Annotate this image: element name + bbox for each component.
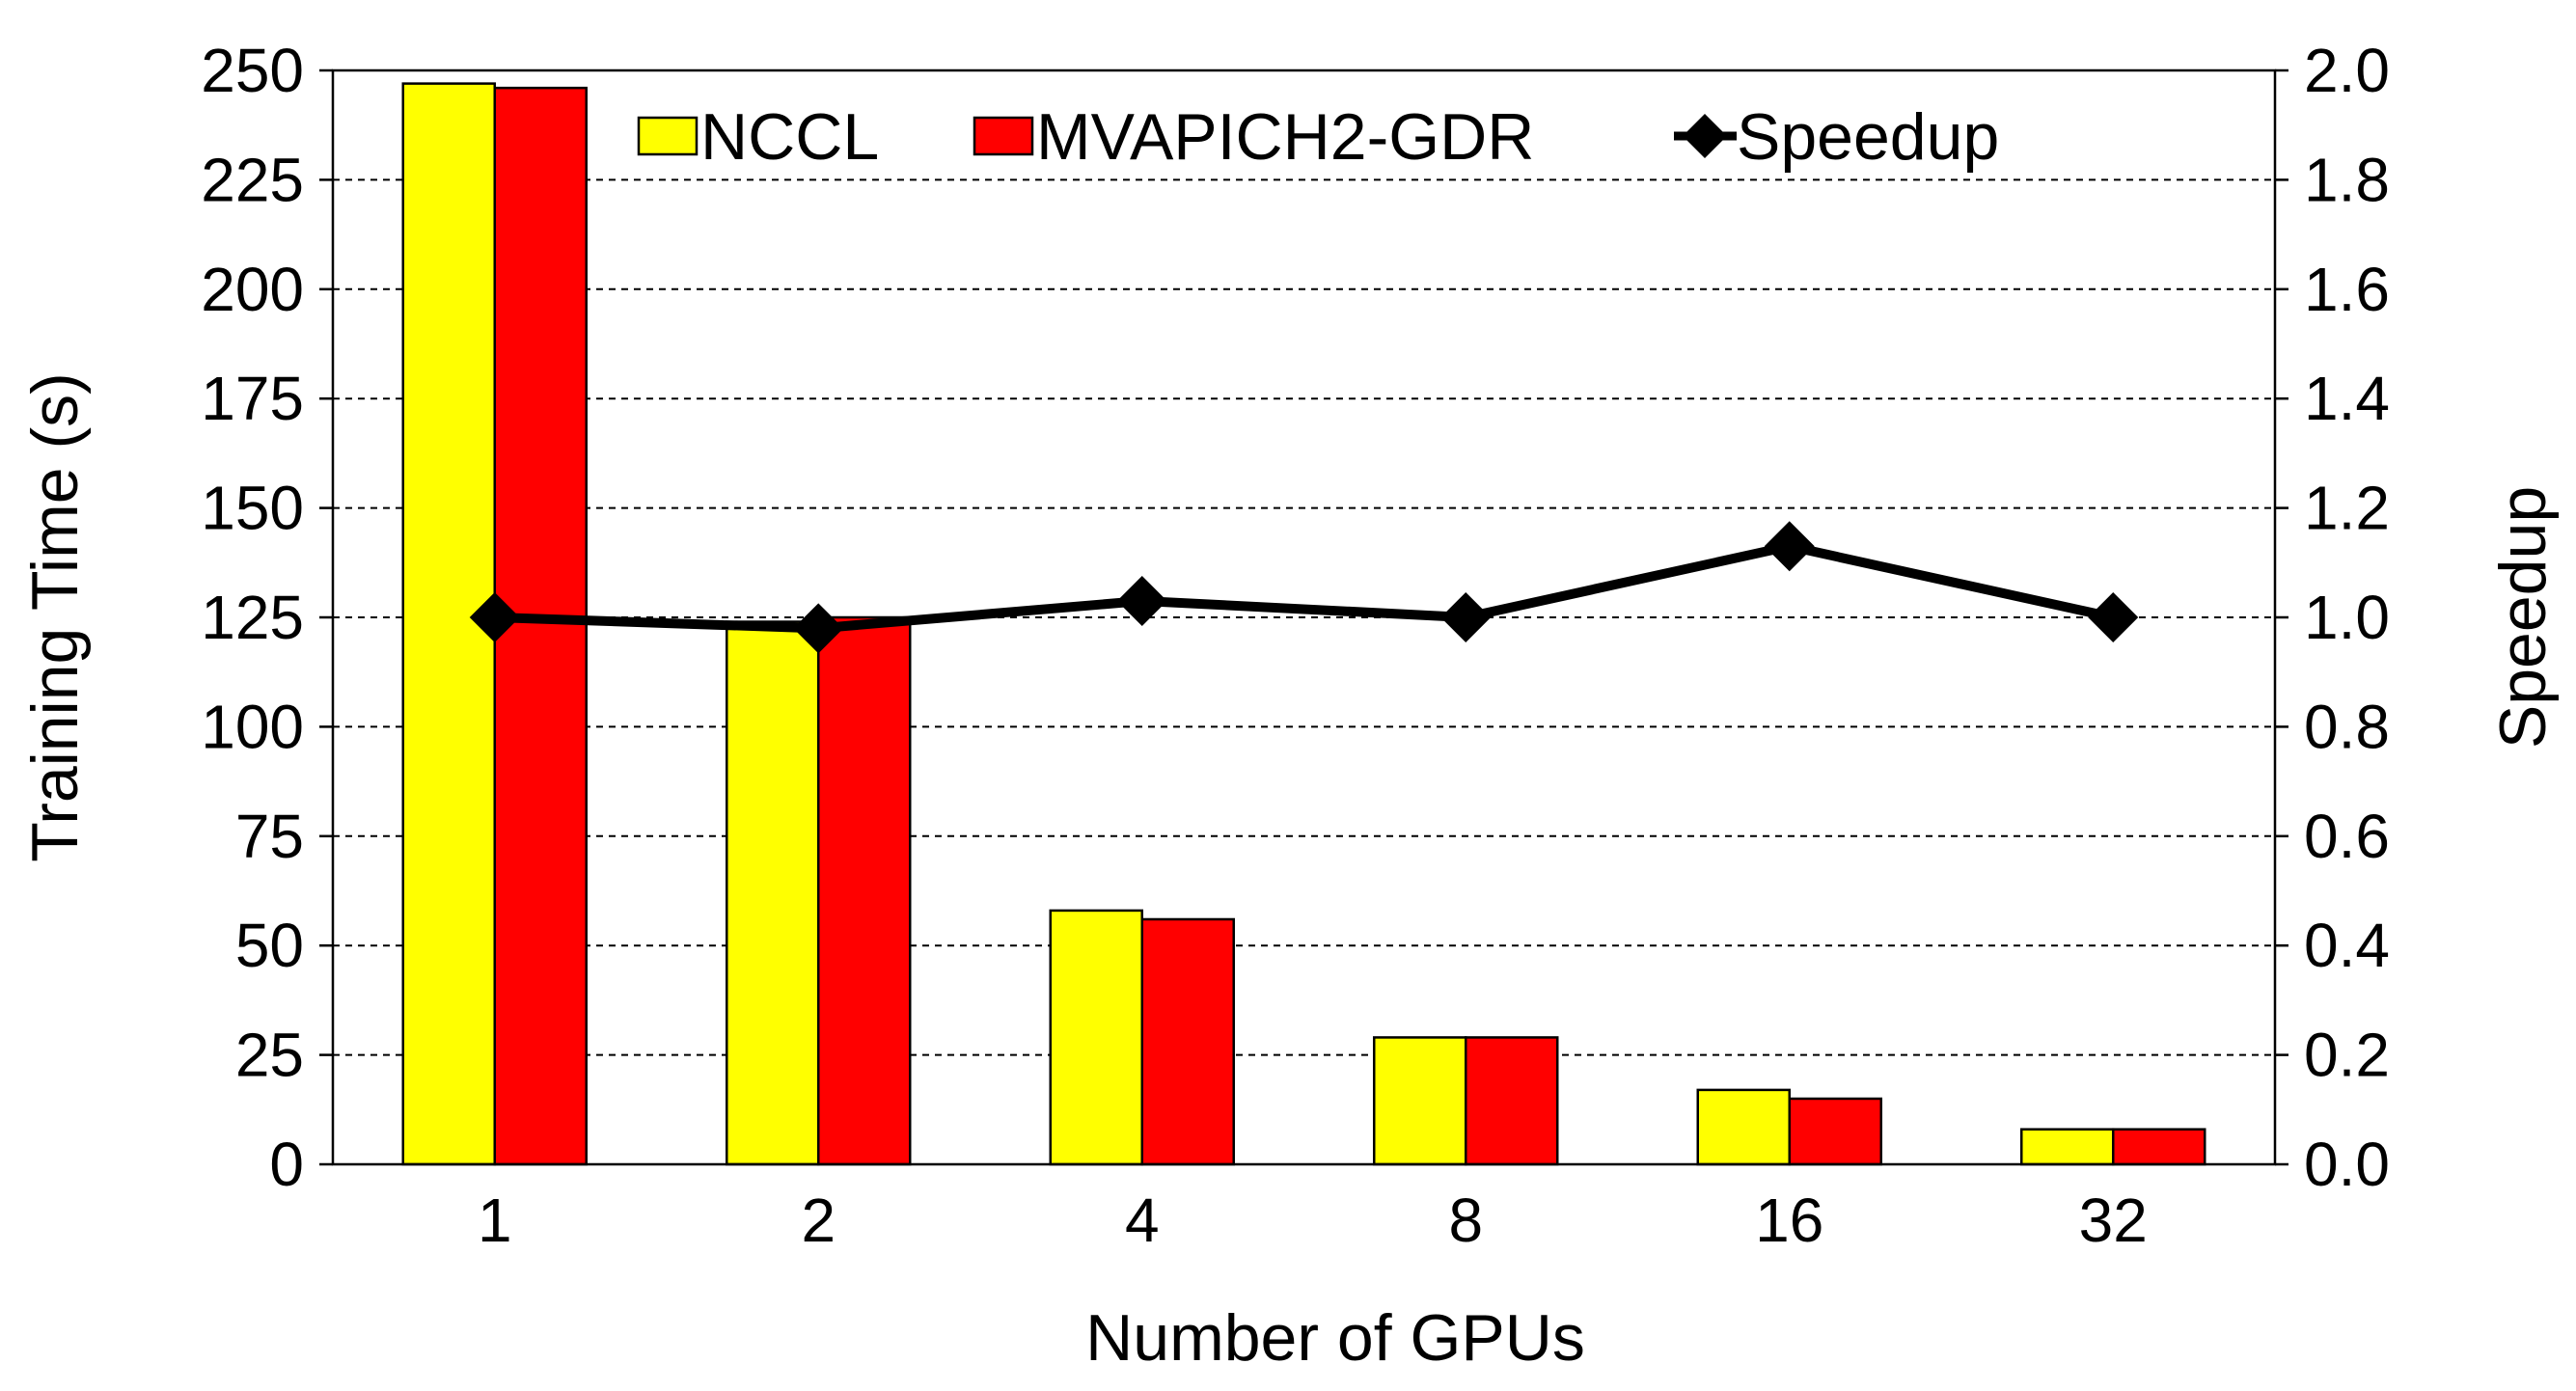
legend-swatch-mvapich2-gdr bbox=[973, 116, 1034, 156]
right-axis-ticks: 0.0 0.2 0.4 0.6 0.8 1.0 1.2 1.4 1.6 1.8 2.0 bbox=[2275, 36, 2390, 1199]
bar-nccl-16-gpu bbox=[1696, 1088, 1791, 1166]
y-tick-label: 0 bbox=[269, 1130, 304, 1199]
speedup-point-2-gpu bbox=[793, 603, 844, 654]
x-tick-label: 16 bbox=[1755, 1186, 1823, 1255]
legend-label-nccl: NCCL bbox=[700, 100, 879, 174]
y-axis-title: Training Time (s) bbox=[18, 372, 92, 862]
y-tick-label: 100 bbox=[201, 692, 304, 761]
speedup-point-1-gpu bbox=[469, 592, 520, 642]
y2-axis-title: Speedup bbox=[2486, 486, 2560, 749]
bar-mvapich2-gdr-2-gpu bbox=[817, 615, 912, 1166]
y2-tick-label: 2.0 bbox=[2304, 36, 2390, 105]
y2-tick-label: 1.4 bbox=[2304, 364, 2390, 433]
x-tick-label: 8 bbox=[1448, 1186, 1483, 1255]
bar-mvapich2-gdr-16-gpu bbox=[1788, 1097, 1882, 1166]
bar-mvapich2-gdr-32-gpu bbox=[2112, 1128, 2206, 1166]
legend: NCCL MVAPICH2-GDR Speedup bbox=[637, 100, 1999, 174]
speedup-line-layer bbox=[469, 521, 2139, 654]
speedup-point-16-gpu bbox=[1764, 521, 1815, 572]
y-tick-label: 250 bbox=[201, 36, 304, 105]
bar-nccl-2-gpu bbox=[726, 620, 820, 1166]
y2-tick-label: 0.0 bbox=[2304, 1130, 2390, 1199]
y2-tick-label: 1.2 bbox=[2304, 474, 2390, 543]
x-axis-ticks: 1 2 4 8 16 32 bbox=[478, 1186, 2148, 1255]
y-tick-label: 50 bbox=[235, 911, 304, 980]
y2-tick-label: 0.6 bbox=[2304, 802, 2390, 871]
legend-swatch-nccl bbox=[637, 116, 699, 156]
bars bbox=[401, 82, 2206, 1166]
x-tick-label: 32 bbox=[2079, 1186, 2148, 1255]
y2-tick-label: 0.4 bbox=[2304, 911, 2390, 980]
y2-tick-label: 0.2 bbox=[2304, 1021, 2390, 1090]
bar-nccl-32-gpu bbox=[2020, 1128, 2115, 1166]
legend-marker-speedup bbox=[1683, 114, 1727, 158]
bar-mvapich2-gdr-4-gpu bbox=[1140, 917, 1235, 1166]
bar-mvapich2-gdr-8-gpu bbox=[1465, 1036, 1559, 1166]
y2-tick-label: 1.6 bbox=[2304, 255, 2390, 324]
y-tick-label: 225 bbox=[201, 145, 304, 214]
speedup-point-8-gpu bbox=[1440, 592, 1492, 642]
x-tick-label: 4 bbox=[1125, 1186, 1160, 1255]
y-tick-label: 25 bbox=[235, 1021, 304, 1090]
x-tick-label: 2 bbox=[801, 1186, 836, 1255]
left-axis-ticks: 0 25 50 75 100 125 150 175 200 225 250 bbox=[201, 36, 333, 1199]
y-tick-label: 75 bbox=[235, 802, 304, 871]
bar-nccl-4-gpu bbox=[1049, 909, 1143, 1166]
bar-nccl-8-gpu bbox=[1373, 1036, 1467, 1166]
speedup-point-4-gpu bbox=[1116, 575, 1167, 626]
y2-tick-label: 1.0 bbox=[2304, 583, 2390, 652]
x-tick-label: 1 bbox=[478, 1186, 512, 1255]
y-tick-label: 150 bbox=[201, 474, 304, 543]
y-tick-label: 175 bbox=[201, 364, 304, 433]
y-tick-label: 200 bbox=[201, 255, 304, 324]
legend-label-mvapich2-gdr: MVAPICH2-GDR bbox=[1036, 100, 1534, 174]
speedup-point-32-gpu bbox=[2088, 592, 2139, 642]
y2-tick-label: 0.8 bbox=[2304, 692, 2390, 761]
y-tick-label: 125 bbox=[201, 583, 304, 652]
y2-tick-label: 1.8 bbox=[2304, 145, 2390, 214]
x-axis-title: Number of GPUs bbox=[1085, 1301, 1585, 1375]
legend-label-speedup: Speedup bbox=[1737, 100, 1999, 174]
speedup-line bbox=[494, 541, 2115, 634]
gridlines bbox=[333, 178, 2275, 1056]
